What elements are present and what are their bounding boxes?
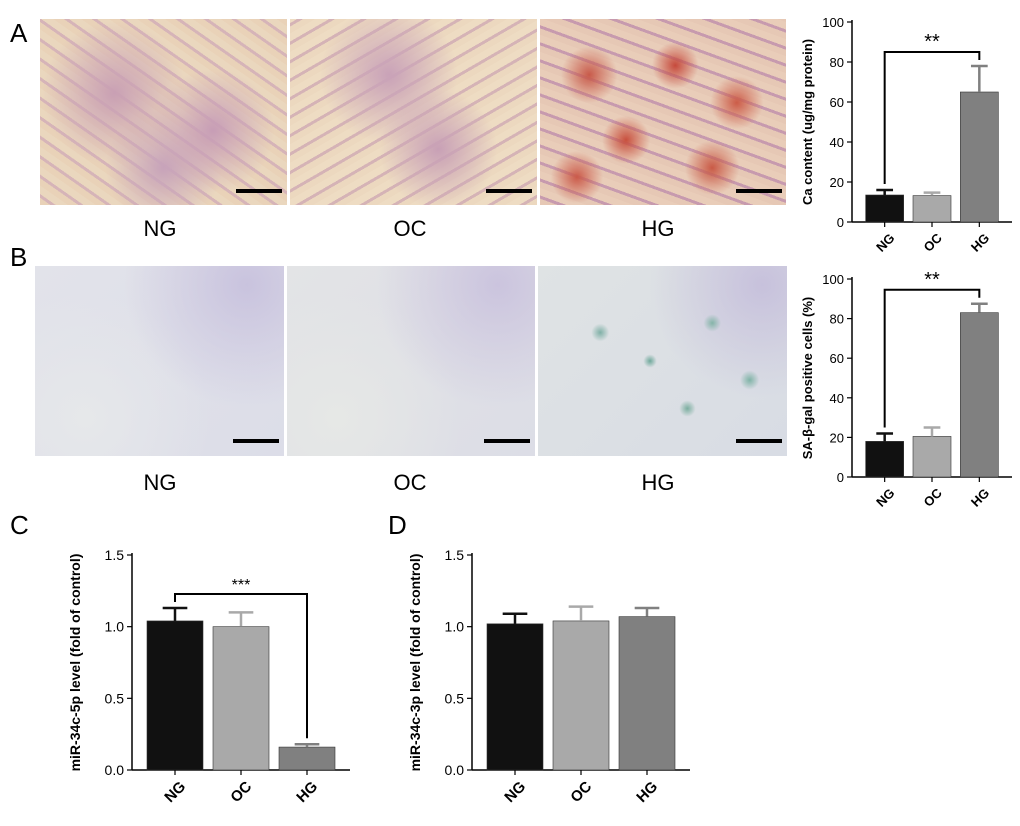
micrograph-a-oc bbox=[290, 19, 537, 205]
y-tick-label: 100 bbox=[822, 272, 844, 287]
y-axis-label: Ca content (ug/mg protein) bbox=[800, 39, 815, 205]
bar-oc bbox=[912, 195, 952, 223]
bar-ng bbox=[146, 620, 204, 771]
x-tick-label: HG bbox=[633, 778, 661, 806]
x-tick-label: HG bbox=[293, 778, 321, 806]
y-tick-label: 60 bbox=[830, 95, 844, 110]
significance-label: *** bbox=[232, 577, 251, 594]
image-caption-ng: NG bbox=[143, 470, 177, 495]
y-tick-label: 1.5 bbox=[445, 547, 465, 563]
image-caption-hg: HG bbox=[641, 470, 675, 495]
scale-bar bbox=[233, 439, 279, 443]
x-tick-label: NG bbox=[161, 778, 189, 806]
significance-bracket bbox=[174, 593, 308, 739]
x-tick-label: HG bbox=[968, 485, 992, 509]
y-tick-label: 1.0 bbox=[445, 619, 465, 635]
panel-label-b: B bbox=[10, 242, 28, 272]
bar-oc bbox=[912, 436, 952, 478]
y-tick-label: 0.0 bbox=[105, 762, 125, 778]
y-tick-label: 80 bbox=[830, 312, 844, 327]
y-tick-label: 20 bbox=[830, 175, 844, 190]
significance-label: ** bbox=[924, 31, 940, 53]
bar-ng bbox=[865, 441, 904, 478]
x-tick-label: NG bbox=[501, 778, 529, 806]
y-tick-label: 40 bbox=[830, 391, 844, 406]
x-tick-label: OC bbox=[921, 230, 946, 255]
y-tick-label: 60 bbox=[830, 351, 844, 366]
bar-chart-d: 0.0 0.5 1.0 1.5 miR-34c-3p level (fold of co… bbox=[407, 547, 690, 806]
y-tick-label: 80 bbox=[830, 55, 844, 70]
y-tick-label: 40 bbox=[830, 135, 844, 150]
bar-hg bbox=[960, 312, 999, 478]
x-tick-label: OC bbox=[921, 485, 946, 510]
x-tick-label: HG bbox=[968, 230, 992, 254]
x-tick-label: NG bbox=[873, 485, 897, 509]
y-tick-label: 0 bbox=[837, 470, 844, 485]
image-caption-oc: OC bbox=[393, 470, 427, 495]
scale-bar bbox=[484, 439, 530, 443]
micrograph-b-ng bbox=[35, 266, 284, 456]
y-tick-label: 0.5 bbox=[445, 690, 465, 706]
micrograph-a-hg bbox=[540, 19, 786, 205]
y-tick-label: 0.5 bbox=[105, 690, 125, 706]
bar-hg bbox=[618, 616, 676, 771]
y-axis-label: miR-34c-5p level (fold of control) bbox=[67, 554, 83, 772]
bar-oc bbox=[212, 626, 270, 771]
scale-bar bbox=[736, 189, 782, 193]
bar-ng bbox=[486, 623, 544, 771]
y-tick-label: 0.0 bbox=[445, 762, 465, 778]
micrograph-a-ng bbox=[40, 19, 287, 205]
bar-oc bbox=[552, 620, 610, 771]
y-axis-label: miR-34c-3p level (fold of control) bbox=[407, 554, 423, 772]
micrograph-b-hg bbox=[538, 266, 787, 456]
x-tick-label: NG bbox=[873, 230, 897, 254]
significance-bracket bbox=[883, 51, 981, 184]
micrograph-b-oc bbox=[287, 266, 535, 456]
image-caption-ng: NG bbox=[143, 216, 177, 241]
panel-label-a: A bbox=[10, 18, 28, 48]
x-tick-label: OC bbox=[567, 778, 595, 806]
scale-bar bbox=[236, 189, 282, 193]
y-tick-label: 1.5 bbox=[105, 547, 125, 563]
panel-label-c: C bbox=[10, 510, 29, 540]
y-tick-label: 20 bbox=[830, 430, 844, 445]
bar-hg bbox=[278, 746, 336, 771]
scale-bar bbox=[486, 189, 532, 193]
bar-chart-a: 0 20 40 60 80 100 Ca content (ug/mg protein) NG… bbox=[800, 15, 1012, 255]
significance-label: ** bbox=[924, 269, 940, 291]
y-tick-label: 100 bbox=[822, 15, 844, 30]
bar-hg bbox=[960, 91, 999, 223]
bar-chart-c: 0.0 0.5 1.0 1.5 miR-34c-5p level (fold of co… bbox=[67, 547, 350, 806]
panel-label-d: D bbox=[388, 510, 407, 540]
y-axis-label: SA-β-gal positive cells (%) bbox=[800, 297, 815, 460]
image-caption-hg: HG bbox=[641, 216, 675, 241]
scale-bar bbox=[736, 439, 782, 443]
significance-bracket bbox=[883, 288, 981, 428]
image-caption-oc: OC bbox=[393, 216, 427, 241]
y-tick-label: 1.0 bbox=[105, 619, 125, 635]
x-tick-label: OC bbox=[227, 778, 255, 806]
y-tick-label: 0 bbox=[837, 215, 844, 230]
bar-chart-b: 0 20 40 60 80 100 SA-β-gal positive cells (%) N… bbox=[800, 269, 1012, 510]
bar-ng bbox=[865, 194, 904, 223]
